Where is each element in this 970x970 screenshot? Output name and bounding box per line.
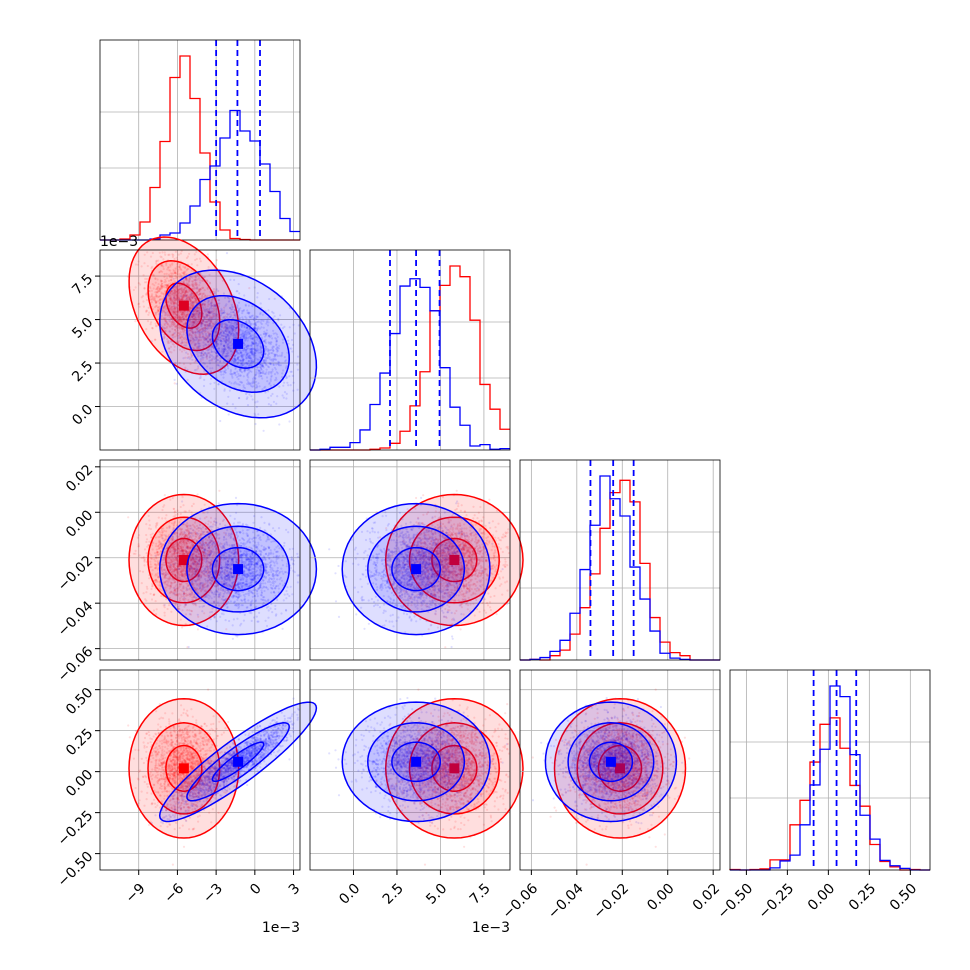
scatter-point: [282, 628, 284, 630]
scatter-point: [254, 423, 256, 425]
scatter-point: [263, 430, 265, 432]
scatter-point: [127, 516, 129, 518]
scatter-point: [278, 423, 280, 425]
y-tick-label: 0.0: [69, 402, 96, 429]
scatter-point: [216, 259, 218, 261]
scatter-point: [207, 253, 209, 255]
scatter-point: [226, 252, 228, 254]
histogram-panel-1: [310, 250, 510, 450]
y-tick-label: 2.5: [69, 358, 96, 385]
y-tick-label: 7.5: [69, 271, 96, 298]
scatter-point: [218, 490, 220, 492]
scatter-point: [228, 413, 230, 415]
scatter-point: [181, 626, 183, 628]
y-tick-label: 5.0: [69, 315, 96, 342]
scatter-point: [174, 382, 176, 384]
scatter-point: [197, 628, 199, 630]
scatter-point: [164, 494, 166, 496]
scatter-point: [288, 420, 290, 422]
histogram-series-0: [100, 56, 300, 240]
scatter-panel-2-0: −0.06−0.04−0.020.000.02: [55, 460, 317, 685]
scatter-point: [134, 320, 136, 322]
density-peak: [233, 339, 243, 349]
y-offset-label: 1e−3: [100, 234, 138, 250]
scatter-point: [219, 420, 221, 422]
histogram-panel-0: [100, 40, 300, 240]
scatter-panel-1-0: 0.0 2.5 5.0 7.5 1e−3: [69, 234, 316, 450]
scatter-point: [174, 379, 176, 381]
histogram-series-0: [310, 266, 510, 450]
scatter-point: [176, 383, 178, 385]
scatter-point: [197, 493, 199, 495]
